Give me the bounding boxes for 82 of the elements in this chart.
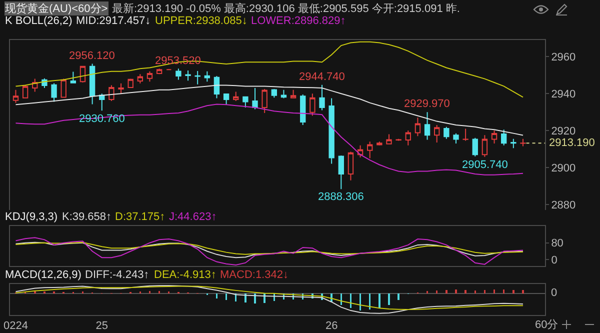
y-tick-label: 2920 <box>551 125 576 138</box>
annotation: 2944.740 <box>299 71 345 83</box>
text: LOWER:2896.829↑ <box>251 15 346 27</box>
y-tick-label: 2900 <box>551 162 576 174</box>
candlestick <box>310 93 316 116</box>
candlestick <box>328 98 334 164</box>
annotation: 2888.306 <box>318 191 364 203</box>
series-label: D:37.175↑ <box>115 211 166 223</box>
candlestick <box>462 128 468 142</box>
candlestick <box>453 132 459 144</box>
candlestick <box>414 117 421 137</box>
line-series <box>15 237 524 266</box>
candlestick <box>60 79 66 98</box>
candlestick <box>491 130 498 144</box>
candlestick <box>501 129 507 146</box>
candlestick <box>70 71 76 84</box>
chart-title: MACD(12,26,9) <box>5 269 82 281</box>
candlestick <box>319 84 325 111</box>
candlestick <box>262 88 268 114</box>
text: UPPER:2938.085↓ <box>155 15 248 27</box>
annotation: 2905.740 <box>462 159 508 171</box>
series-label: J:44.623↑ <box>169 211 217 223</box>
text: K BOLL(26,2) <box>5 15 72 27</box>
candlestick <box>434 124 440 144</box>
candlestick <box>386 134 392 145</box>
candlestick <box>194 70 200 85</box>
candlestick <box>405 130 411 146</box>
line-series <box>15 41 524 98</box>
series-label: MACD:1.342↓ <box>220 269 288 281</box>
line-series <box>15 242 524 255</box>
candlestick <box>108 84 114 102</box>
candlestick <box>137 74 144 84</box>
ref-line-label: 2913.190 <box>549 137 595 149</box>
x-tick-label: 0224 <box>4 320 28 332</box>
candlestick <box>22 84 28 99</box>
candlestick <box>290 89 296 98</box>
candlestick <box>214 76 220 99</box>
annotation: 2929.970 <box>404 98 450 110</box>
candlestick <box>510 138 516 149</box>
candlestick <box>185 70 191 82</box>
candlestick <box>204 70 210 82</box>
y-tick-label: 80 <box>551 238 564 250</box>
candlestick <box>424 112 430 140</box>
series-label: DIFF:-4.243↑ <box>85 269 150 281</box>
candlestick <box>128 78 134 89</box>
x-tick-label: 25 <box>96 320 108 332</box>
y-tick-label: 2880 <box>551 199 576 212</box>
candlestick <box>348 151 354 181</box>
chart-title: 现货黄金(AU)<60分> <box>5 2 108 15</box>
candlestick <box>271 88 277 98</box>
candlestick <box>242 96 248 108</box>
candlestick <box>482 134 488 158</box>
candlestick <box>376 141 382 146</box>
candlestick <box>223 93 230 106</box>
candlestick <box>367 141 373 159</box>
candlestick <box>146 70 153 82</box>
series-label: DEA:-4.913↑ <box>154 269 216 281</box>
y-tick-label: 0 <box>551 254 558 267</box>
candlestick <box>176 68 182 80</box>
chart-subtitle: 最新:2913.190 -0.05% 最高:2930.106 最低:2905.595 今开:2915.091 昨. <box>112 2 460 15</box>
candlestick <box>252 88 258 110</box>
candlestick <box>338 154 344 190</box>
x-tick-label: 26 <box>325 320 338 332</box>
series-label: K:39.658↑ <box>62 211 112 223</box>
candlestick <box>118 82 124 94</box>
candlestick <box>89 63 96 105</box>
y-tick-label: 2960 <box>551 51 576 64</box>
candlestick <box>233 91 239 102</box>
chart-title: KDJ(9,3,3) <box>5 211 58 223</box>
line-series <box>15 84 524 136</box>
text: MID:2917.457↓ <box>76 15 151 27</box>
candlestick <box>156 68 162 75</box>
candlestick <box>520 138 526 147</box>
candlestick <box>472 137 478 157</box>
y-tick-label: 2940 <box>551 88 576 100</box>
candlestick <box>300 94 306 126</box>
candlestick <box>51 82 57 102</box>
candlestick <box>12 89 19 104</box>
candlestick <box>444 126 450 140</box>
annotation: 2956.120 <box>69 50 115 62</box>
text: 60分 <box>535 319 558 331</box>
candlestick <box>280 89 287 99</box>
